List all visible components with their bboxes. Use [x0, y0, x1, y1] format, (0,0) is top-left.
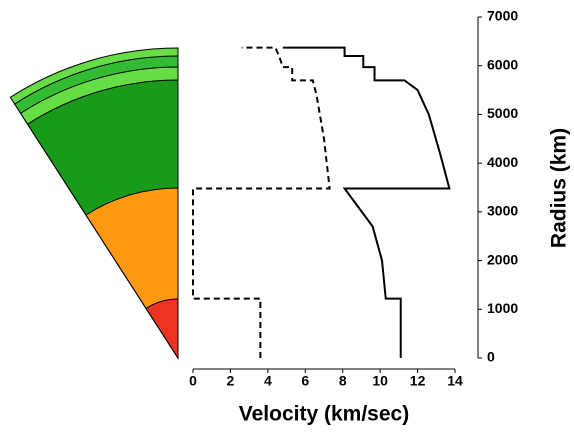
y-tick-label: 2000 — [487, 251, 518, 267]
velocity-line — [282, 46, 451, 358]
y-tick-label: 3000 — [487, 203, 518, 219]
x-tick-label: 14 — [447, 373, 463, 389]
y-tick-label: 5000 — [487, 105, 518, 121]
y-tick-label: 4000 — [487, 154, 518, 170]
x-axis-title: Velocity (km/sec) — [239, 403, 409, 426]
x-tick-label: 10 — [372, 373, 388, 389]
y-tick-label: 6000 — [487, 56, 518, 72]
inner-core — [145, 298, 179, 360]
y-tick-label: 0 — [487, 349, 495, 365]
velocity-line — [192, 46, 331, 358]
x-tick-label: 8 — [339, 373, 347, 389]
y-tick-label: 7000 — [487, 8, 518, 24]
y-tick-label: 1000 — [487, 300, 518, 316]
x-tick-label: 4 — [264, 373, 272, 389]
x-tick-label: 6 — [301, 373, 309, 389]
x-tick-label: 0 — [189, 373, 197, 389]
y-axis-title: Radius (km) — [548, 128, 571, 248]
x-tick-label: 12 — [410, 373, 426, 389]
earth-wedge — [9, 47, 179, 360]
x-tick-label: 2 — [227, 373, 235, 389]
